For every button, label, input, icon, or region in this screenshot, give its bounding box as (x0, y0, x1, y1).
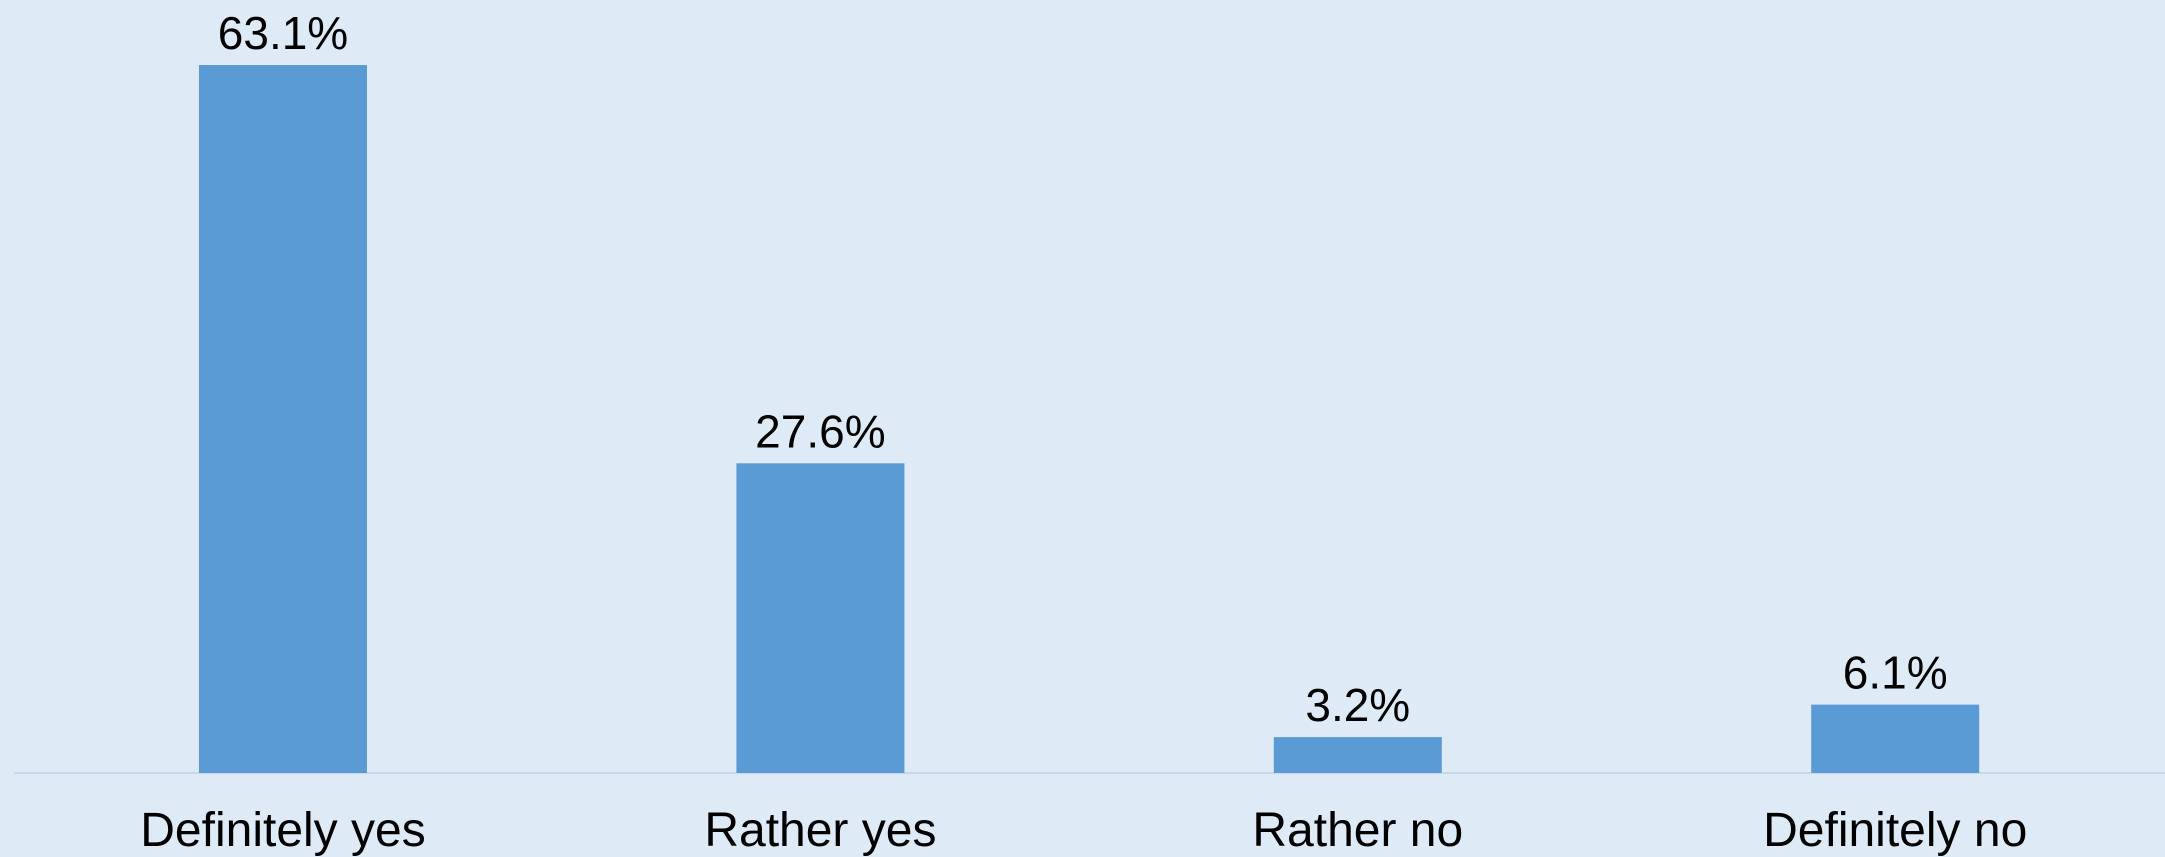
data-label: 63.1% (218, 7, 348, 59)
category-labels-group: Definitely yes Rather yes Rather no Definit… (140, 804, 2027, 857)
data-label: 6.1% (1843, 647, 1948, 699)
bar-rather-yes (736, 463, 905, 773)
data-label: 27.6% (755, 405, 885, 457)
data-labels-group: 63.1% 27.6% 3.2% 6.1% (218, 7, 1948, 731)
bars-group (199, 65, 1980, 773)
category-label: Definitely yes (140, 804, 425, 857)
bar-definitely-no (1811, 704, 1980, 773)
category-label: Rather no (1252, 804, 1463, 857)
data-label: 3.2% (1305, 679, 1410, 731)
bar-rather-no (1273, 737, 1442, 773)
category-label: Definitely no (1763, 804, 2027, 857)
category-label: Rather yes (704, 804, 936, 857)
bar-definitely-yes (199, 65, 367, 773)
